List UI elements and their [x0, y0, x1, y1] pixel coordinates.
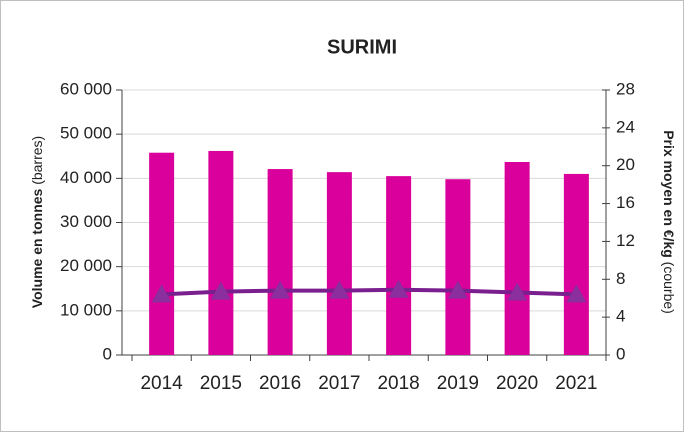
y2-axis-label: Prix moyen en €/kg (courbe): [661, 130, 677, 314]
bar: [445, 179, 471, 355]
y-axis-label-main: Volume en tonnes: [29, 188, 45, 308]
bar: [149, 152, 175, 355]
y-axis-label: Volume en tonnes (barres): [29, 136, 45, 308]
y2-tick-label: 20: [616, 155, 635, 174]
y2-tick-label: 4: [616, 307, 625, 326]
x-tick-label: 2014: [140, 373, 183, 394]
line-marker: [270, 280, 291, 299]
y-axis-label-note: (barres): [29, 136, 45, 185]
y2-tick-label: 12: [616, 231, 635, 250]
bar: [563, 173, 589, 355]
x-tick-label: 2016: [259, 373, 301, 394]
bar: [326, 172, 352, 355]
y2-tick-label: 0: [616, 344, 625, 363]
line-marker: [151, 284, 172, 303]
x-tick-label: 2018: [377, 373, 419, 394]
y2-tick-label: 8: [616, 269, 625, 288]
line-marker: [388, 279, 409, 298]
line-marker: [210, 281, 231, 300]
bar: [267, 169, 293, 355]
x-tick-label: 2021: [555, 373, 597, 394]
y-tick-label: 10 000: [60, 300, 112, 319]
chart-title: SURIMI: [327, 36, 397, 58]
y-tick-label: 50 000: [60, 124, 112, 143]
y2-axis-label-main: Prix moyen en €/kg: [661, 130, 677, 258]
y2-tick-label: 24: [616, 117, 635, 136]
y2-tick-label: 28: [616, 79, 635, 98]
line-marker: [507, 282, 528, 301]
line-marker: [329, 280, 350, 299]
line-marker: [566, 284, 587, 303]
x-tick-label: 2020: [496, 373, 538, 394]
x-tick-label: 2015: [200, 373, 242, 394]
y-tick-label: 40 000: [60, 168, 112, 187]
y-tick-label: 30 000: [60, 212, 112, 231]
line-marker: [447, 280, 468, 299]
y-tick-label: 0: [103, 344, 112, 363]
y-tick-label: 60 000: [60, 79, 112, 98]
bar: [386, 176, 412, 355]
bar: [504, 161, 530, 355]
y2-axis-label-note: (courbe): [661, 262, 677, 314]
y2-tick-label: 16: [616, 193, 635, 212]
x-tick-label: 2019: [437, 373, 479, 394]
price-line: [161, 287, 577, 297]
bar: [208, 150, 234, 355]
y-tick-label: 20 000: [60, 256, 112, 275]
x-tick-label: 2017: [318, 373, 360, 394]
